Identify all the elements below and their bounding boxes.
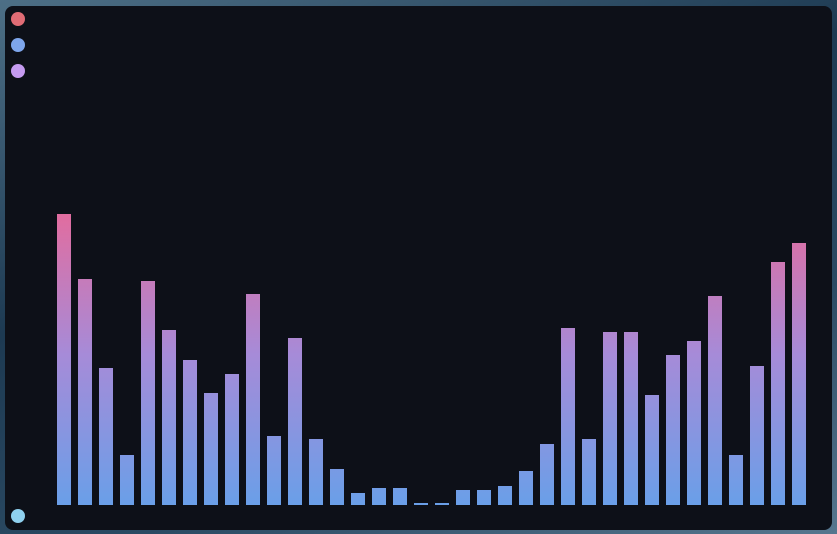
minimize-button[interactable] (11, 38, 25, 52)
bar (309, 439, 323, 505)
bar (561, 328, 575, 505)
bar (393, 488, 407, 505)
bar (162, 330, 176, 505)
bar (624, 332, 638, 505)
bar (519, 471, 533, 505)
bar (78, 279, 92, 505)
bar (267, 436, 281, 505)
bar (435, 503, 449, 505)
bar (687, 341, 701, 505)
bar (225, 374, 239, 505)
visualizer (57, 214, 806, 505)
bar (750, 366, 764, 505)
bar (792, 243, 806, 505)
bar (351, 493, 365, 505)
bar (729, 455, 743, 505)
close-button[interactable] (11, 12, 25, 26)
bar (183, 360, 197, 505)
bar (141, 281, 155, 505)
bar (771, 262, 785, 505)
bar (372, 488, 386, 505)
bar (582, 439, 596, 505)
bar (330, 469, 344, 505)
bar (204, 393, 218, 505)
status-dot (11, 509, 25, 523)
bar (498, 486, 512, 505)
window-background (5, 6, 832, 530)
bar (645, 395, 659, 505)
bar (99, 368, 113, 505)
bar (540, 444, 554, 505)
bar (708, 296, 722, 505)
bar (246, 294, 260, 505)
bar (414, 503, 428, 505)
bar (603, 332, 617, 505)
bar (120, 455, 134, 505)
bar (57, 214, 71, 505)
bar (477, 490, 491, 505)
bar (288, 338, 302, 505)
bar (456, 490, 470, 505)
bar (666, 355, 680, 505)
maximize-button[interactable] (11, 64, 25, 78)
